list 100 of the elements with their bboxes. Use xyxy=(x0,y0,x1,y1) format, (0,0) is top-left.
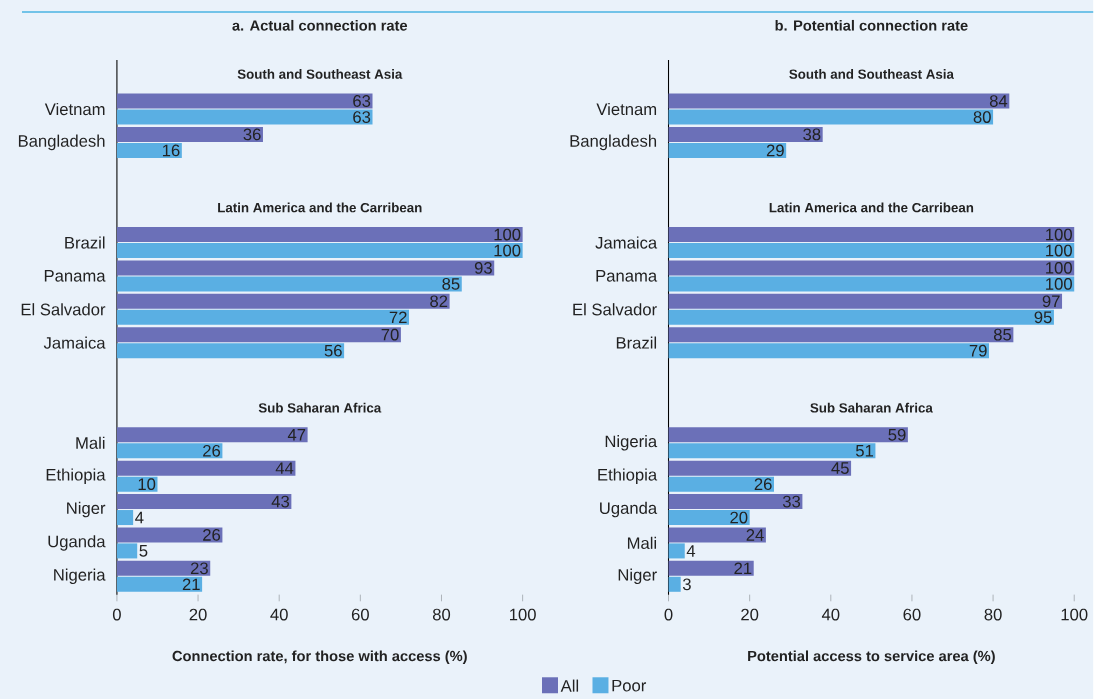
x-tick-label: 40 xyxy=(821,608,840,621)
y-tick-label: Panama xyxy=(596,269,658,282)
bar xyxy=(116,142,182,158)
bar xyxy=(668,527,766,543)
chart-title: b. Potential connection rate xyxy=(775,19,968,31)
y-tick-label: Uganda xyxy=(600,501,658,518)
data-label: 97 xyxy=(1042,295,1060,307)
bar xyxy=(116,576,203,592)
bar xyxy=(668,142,787,158)
bar xyxy=(668,443,876,459)
x-tick-label: 100 xyxy=(1061,608,1088,621)
data-label: 56 xyxy=(324,344,342,357)
y-tick-label: El Salvador xyxy=(21,302,106,316)
data-label: 23 xyxy=(190,562,208,574)
data-label: 100 xyxy=(494,228,521,241)
x-tick-label: 80 xyxy=(984,608,1002,621)
data-label: 85 xyxy=(442,277,460,290)
bar xyxy=(116,460,296,476)
bar xyxy=(116,427,308,443)
data-label: 33 xyxy=(782,495,801,508)
bar xyxy=(668,560,754,576)
x-axis-title: Potential access to service area (%) xyxy=(748,650,995,664)
y-tick-label: Ethiopia xyxy=(598,468,658,484)
data-label: 100 xyxy=(1046,228,1072,241)
data-label: 4 xyxy=(686,544,696,557)
data-label: 26 xyxy=(203,528,221,541)
data-label: 24 xyxy=(746,528,764,541)
data-label: 63 xyxy=(353,94,371,107)
x-tick-label: 20 xyxy=(189,608,207,621)
bar xyxy=(668,427,908,443)
data-label: 85 xyxy=(993,328,1012,341)
bar xyxy=(668,226,1075,242)
chart-title: a. Actual connection rate xyxy=(232,19,408,31)
y-tick-label: Panama xyxy=(44,269,106,282)
bar xyxy=(116,326,401,342)
data-label: 95 xyxy=(1034,311,1052,323)
data-label: 80 xyxy=(973,110,991,123)
bar xyxy=(116,260,495,276)
y-tick-label: Brazil xyxy=(65,236,105,249)
bar xyxy=(668,543,685,559)
data-label: 100 xyxy=(1046,261,1072,274)
bar xyxy=(116,293,450,309)
data-label: 45 xyxy=(831,462,849,474)
bar xyxy=(668,493,803,509)
x-tick-label: 60 xyxy=(903,608,921,621)
annotation: South and Southeast Asia xyxy=(237,68,403,79)
y-tick-label: Mali xyxy=(76,436,105,449)
bar xyxy=(116,342,345,358)
data-label: 26 xyxy=(754,478,772,490)
bar xyxy=(116,527,223,543)
data-label: 36 xyxy=(243,128,261,141)
y-tick-label: Bangladesh xyxy=(570,134,657,150)
data-label: 59 xyxy=(888,428,906,441)
data-label: 51 xyxy=(855,444,874,457)
data-label: 70 xyxy=(381,328,399,341)
data-label: 38 xyxy=(803,128,821,141)
y-tick-label: Uganda xyxy=(48,534,106,551)
bar xyxy=(668,260,1075,276)
data-label: 44 xyxy=(275,462,294,474)
annotation: Sub Saharan Africa xyxy=(810,402,933,413)
bar xyxy=(668,242,1075,258)
data-label: 29 xyxy=(766,144,784,157)
data-label: 93 xyxy=(474,261,492,274)
legend-label: Poor xyxy=(612,679,647,692)
data-label: 43 xyxy=(271,495,290,508)
x-tick-label: 20 xyxy=(741,608,759,621)
bar xyxy=(668,576,681,592)
annotation: Latin America and the Carribean xyxy=(769,202,974,213)
y-tick-label: Niger xyxy=(67,501,106,518)
data-label: 100 xyxy=(1046,244,1072,257)
annotation: Latin America and the Carribean xyxy=(218,202,422,213)
bar xyxy=(668,460,852,476)
bar xyxy=(668,342,990,358)
x-tick-label: 80 xyxy=(432,608,451,621)
x-tick-label: 100 xyxy=(510,608,536,621)
bar xyxy=(116,276,462,292)
data-label: 4 xyxy=(135,511,144,524)
data-label: 26 xyxy=(203,444,221,457)
bar xyxy=(668,93,1010,109)
y-tick-label: Jamaica xyxy=(595,236,658,249)
bar xyxy=(116,443,223,459)
annotation: Sub Saharan Africa xyxy=(258,402,382,413)
y-tick-label: Bangladesh xyxy=(18,134,105,150)
y-tick-label: Nigeria xyxy=(54,568,106,584)
data-label: 84 xyxy=(989,94,1008,107)
bar xyxy=(116,93,373,109)
bar xyxy=(668,293,1063,309)
data-label: 16 xyxy=(162,144,180,157)
y-tick-label: Brazil xyxy=(616,336,657,349)
bar xyxy=(116,226,523,242)
bar xyxy=(116,560,211,576)
y-tick-label: Jamaica xyxy=(43,336,106,349)
bar xyxy=(116,493,292,509)
data-label: 100 xyxy=(1046,277,1072,290)
bar xyxy=(668,109,994,125)
legend-label: All xyxy=(560,679,579,692)
data-label: 5 xyxy=(139,544,148,557)
data-label: 72 xyxy=(389,311,407,323)
data-label: 100 xyxy=(494,244,521,257)
bar xyxy=(668,509,750,525)
